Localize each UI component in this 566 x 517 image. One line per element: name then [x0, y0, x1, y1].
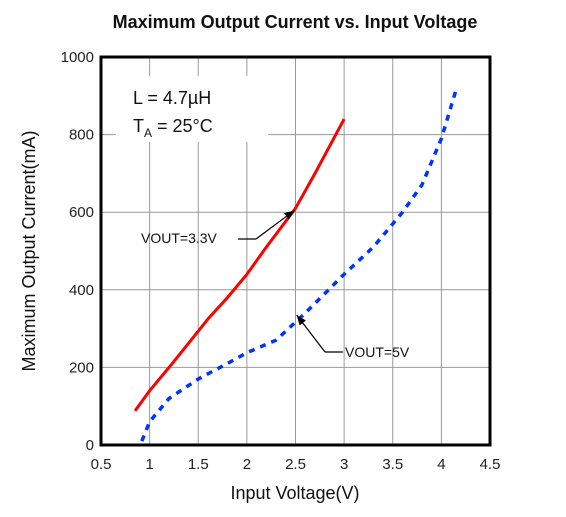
y-tick-label: 1000 — [61, 49, 94, 66]
y-tick-label: 200 — [69, 359, 94, 376]
condition-temp-subscript: A — [144, 126, 152, 140]
condition-temperature: TA = 25°C — [133, 116, 213, 140]
condition-inductance: L = 4.7µH — [133, 88, 211, 108]
series-line-1 — [140, 89, 458, 442]
series-line-0 — [133, 118, 346, 412]
x-tick-label: 2.5 — [285, 456, 306, 473]
chart-title: Maximum Output Current vs. Input Voltage — [113, 12, 478, 32]
conditions-box — [116, 76, 268, 142]
y-tick-label: 400 — [69, 282, 94, 299]
x-tick-label: 0.5 — [91, 456, 112, 473]
y-tick-label: 800 — [69, 127, 94, 144]
y-tick-label: 600 — [69, 204, 94, 221]
annotation-arrowhead — [296, 314, 306, 326]
x-tick-label: 3 — [340, 456, 348, 473]
plot-frame — [99, 55, 492, 447]
condition-temp-value: = 25°C — [152, 116, 213, 136]
x-tick-label: 2 — [243, 456, 251, 473]
series-layer — [133, 89, 458, 442]
x-tick-label: 4 — [437, 456, 445, 473]
x-tick-label: 4.5 — [480, 456, 501, 473]
x-tick-label: 1 — [145, 456, 153, 473]
annotations: VOUT=3.3V VOUT=5V — [141, 209, 410, 360]
x-axis-label: Input Voltage(V) — [230, 483, 359, 503]
ticks: 0.5 1 1.5 2 2.5 3 3.5 4 4.5 0 200 400 600 800 1000 — [61, 49, 501, 473]
x-tick-label: 3.5 — [382, 456, 403, 473]
x-tick-label: 1.5 — [188, 456, 209, 473]
y-tick-label: 0 — [86, 437, 94, 454]
y-axis-label: Maximum Output Current(mA) — [19, 130, 39, 371]
condition-temp-symbol: T — [133, 116, 144, 136]
annotation-vout-3v3: VOUT=3.3V — [141, 230, 218, 246]
annotation-arrowhead — [284, 210, 295, 220]
annotation-vout-5v: VOUT=5V — [345, 344, 410, 360]
